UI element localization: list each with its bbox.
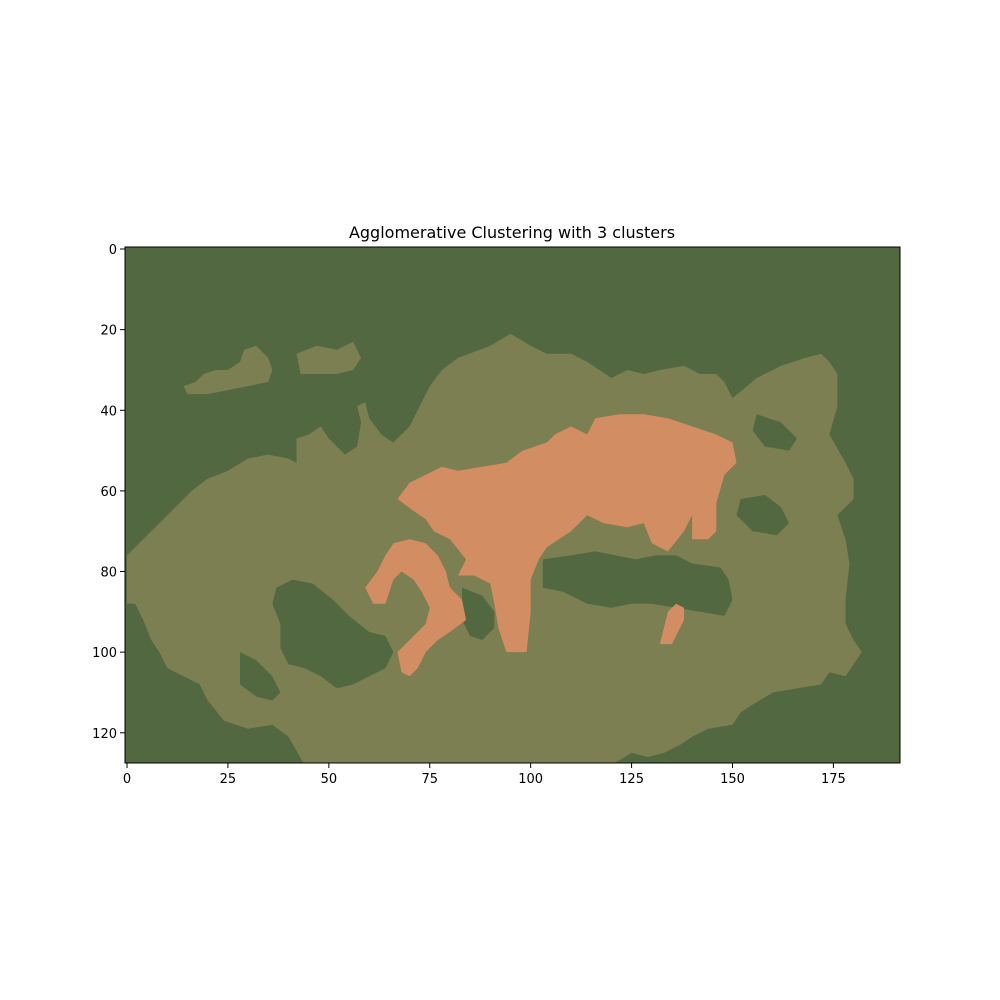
cluster-region-orange-small [659, 603, 684, 645]
y-tick-label: 120 [92, 727, 117, 742]
y-tick-label: 40 [100, 404, 117, 419]
x-tick-label: 100 [518, 772, 543, 787]
x-axis: 0 25 50 75 100 125 150 175 [123, 763, 846, 787]
x-tick-label: 0 [123, 772, 131, 787]
cluster-region-dark-hole-top-right [752, 414, 798, 451]
cluster-region-orange-main [397, 414, 737, 653]
cluster-region-orange-left [365, 539, 467, 677]
cluster-region-olive-top-middle [296, 341, 362, 374]
x-tick-label: 150 [720, 772, 745, 787]
cluster-region-olive-top-left [183, 345, 273, 395]
x-tick-label: 125 [619, 772, 644, 787]
x-tick-label: 25 [220, 772, 237, 787]
y-axis: 0 20 40 60 80 100 120 [92, 243, 125, 742]
cluster-region-dark-hole-center [462, 587, 495, 640]
y-tick-label: 20 [100, 324, 117, 339]
y-tick-label: 60 [100, 485, 117, 500]
plot-frame [124, 246, 901, 764]
cluster-region-dark-hole-right [736, 494, 789, 536]
y-tick-label: 100 [92, 646, 117, 661]
cluster-region-dark-hole-center-left [272, 579, 394, 689]
y-tick-label: 80 [100, 566, 117, 581]
x-tick-label: 175 [821, 772, 846, 787]
x-tick-label: 75 [421, 772, 438, 787]
cluster-region-dark-hole-lower-left [240, 652, 281, 701]
y-tick-label: 0 [109, 243, 117, 258]
chart-title: Agglomerative Clustering with 3 clusters [349, 223, 675, 242]
cluster-region-dark-hole-right-middle [542, 551, 733, 616]
cluster-image-regions [127, 333, 862, 763]
x-tick-label: 50 [321, 772, 338, 787]
